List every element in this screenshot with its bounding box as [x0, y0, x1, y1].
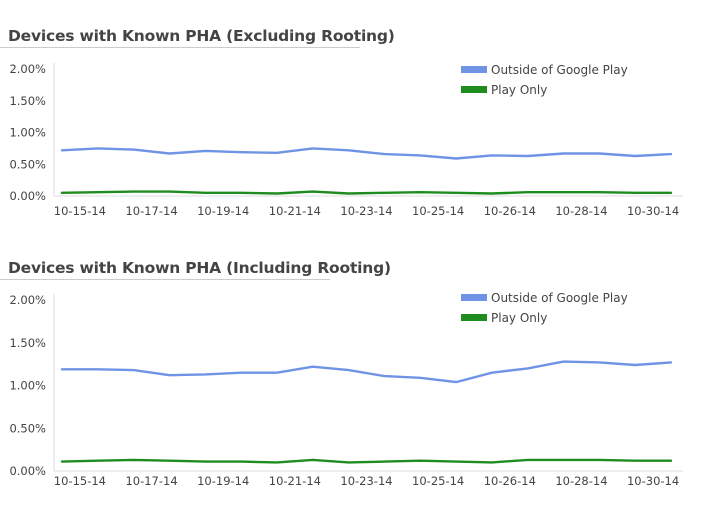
y-tick-label: 1.50% [9, 336, 46, 350]
x-tick-label: 10-15-14 [54, 204, 106, 218]
title-underline [0, 279, 330, 280]
y-tick-label: 1.00% [9, 379, 46, 393]
x-tick-label: 10-30-14 [627, 204, 679, 218]
x-tick-label: 10-23-14 [340, 204, 392, 218]
y-tick-label: 0.50% [9, 157, 46, 171]
legend-swatch [461, 86, 487, 93]
y-tick-label: 0.50% [9, 421, 46, 435]
y-tick-label: 2.00% [9, 293, 46, 307]
title-underline [0, 47, 360, 48]
legend-item: Play Only [461, 311, 547, 325]
y-tick-label: 1.50% [9, 94, 46, 108]
series-line-play-only [60, 458, 673, 464]
x-tick-label: 10-21-14 [269, 474, 321, 488]
line-chart-excluding-rooting: 0.00% 0.50% 1.00% 1.50% 2.00% 10-15-14 10-17-1… [9, 62, 683, 218]
x-tick-label: 10-26-14 [484, 474, 536, 488]
legend-item: Outside of Google Play [461, 63, 628, 77]
x-tick-label: 10-21-14 [269, 204, 321, 218]
x-tick-label: 10-15-14 [54, 474, 106, 488]
x-tick-label: 10-25-14 [412, 474, 464, 488]
y-tick-label: 1.00% [9, 126, 46, 140]
legend-item: Play Only [461, 83, 547, 97]
legend-swatch [461, 294, 487, 301]
x-tick-label: 10-28-14 [555, 204, 607, 218]
series-line-outside-google-play [60, 147, 673, 160]
legend-item: Outside of Google Play [461, 291, 628, 305]
legend-label: Outside of Google Play [491, 63, 628, 77]
x-tick-label: 10-23-14 [340, 474, 392, 488]
y-tick-label: 0.00% [9, 464, 46, 478]
chart-excluding-rooting: Devices with Known PHA (Excluding Rootin… [0, 0, 712, 245]
x-tick-label: 10-19-14 [197, 204, 249, 218]
y-tick-label: 2.00% [9, 62, 46, 76]
x-tick-label: 10-17-14 [125, 474, 177, 488]
x-tick-label: 10-30-14 [627, 474, 679, 488]
series-line-outside-google-play [60, 360, 673, 384]
y-tick-label: 0.00% [9, 189, 46, 203]
legend-label: Play Only [491, 83, 547, 97]
series-line-play-only [60, 190, 673, 195]
x-tick-label: 10-19-14 [197, 474, 249, 488]
legend-swatch [461, 66, 487, 73]
x-tick-label: 10-26-14 [484, 204, 536, 218]
legend-label: Play Only [491, 311, 547, 325]
x-tick-label: 10-28-14 [555, 474, 607, 488]
chart-title: Devices with Known PHA (Excluding Rootin… [8, 27, 395, 45]
legend-label: Outside of Google Play [491, 291, 628, 305]
legend-swatch [461, 314, 487, 321]
x-tick-label: 10-17-14 [125, 204, 177, 218]
x-tick-label: 10-25-14 [412, 204, 464, 218]
chart-title: Devices with Known PHA (Including Rootin… [8, 259, 391, 277]
